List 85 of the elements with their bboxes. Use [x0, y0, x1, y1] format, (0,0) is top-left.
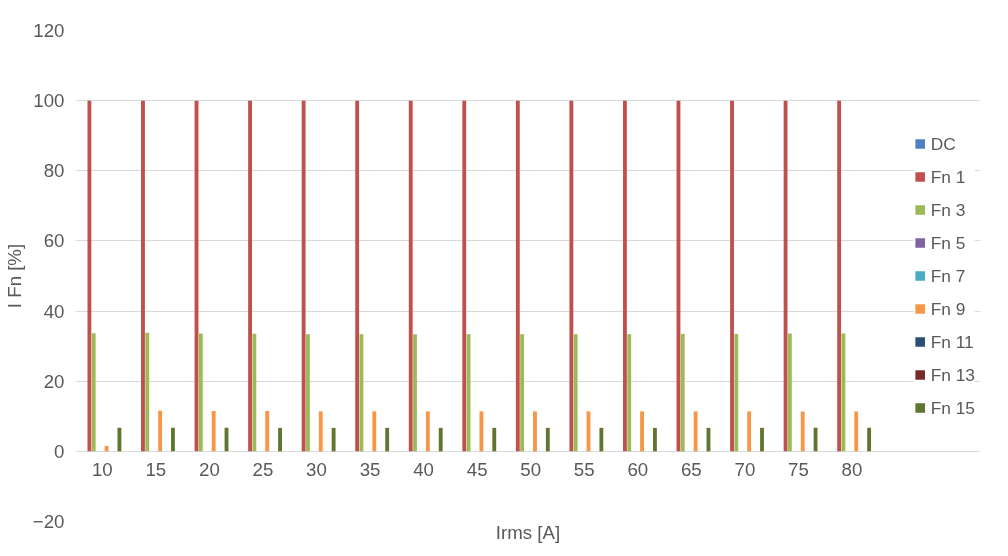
- x-tick-label: 50: [520, 459, 542, 481]
- y-tick-label: 40: [43, 300, 65, 322]
- legend-label: Fn 15: [930, 397, 975, 418]
- x-tick-label: 60: [627, 459, 649, 481]
- bar: [545, 427, 550, 452]
- bar: [265, 411, 270, 452]
- bar: [372, 411, 377, 452]
- bar: [734, 333, 739, 452]
- bar: [747, 411, 752, 452]
- bar: [800, 411, 805, 452]
- bar: [693, 411, 698, 452]
- bar: [492, 427, 497, 452]
- bar: [318, 411, 323, 452]
- bar: [760, 427, 764, 452]
- bar: [533, 411, 537, 452]
- bar: [438, 427, 443, 452]
- bar: [355, 100, 360, 452]
- legend-label: Fn 5: [930, 232, 966, 253]
- x-tick-label: 25: [252, 459, 274, 481]
- bar: [623, 100, 627, 452]
- bar: [640, 411, 644, 452]
- y-tick-label: −20: [32, 511, 65, 532]
- x-tick-label: 75: [788, 459, 809, 481]
- y-tick-label: 20: [43, 370, 65, 392]
- bar: [783, 100, 788, 452]
- bar: [117, 427, 122, 452]
- bar: [198, 333, 203, 452]
- legend-label: Fn 1: [930, 166, 966, 187]
- bar: [425, 411, 430, 452]
- bar: [301, 100, 306, 452]
- x-tick-label: 20: [199, 459, 220, 481]
- bar: [331, 427, 336, 452]
- bar: [171, 427, 175, 452]
- bar: [408, 100, 413, 452]
- bar: [787, 333, 792, 452]
- legend-label: Fn 13: [930, 364, 975, 385]
- bar: [599, 427, 604, 452]
- bar: [515, 100, 520, 452]
- x-axis-title: Irms [A]: [495, 521, 561, 543]
- y-tick-label: 0: [54, 440, 65, 462]
- bar: [158, 410, 163, 452]
- bar: [837, 100, 842, 452]
- bar: [462, 100, 467, 452]
- legend-label: DC: [930, 133, 956, 154]
- x-tick-label: 30: [306, 459, 327, 481]
- bar: [652, 427, 657, 452]
- bar: [305, 334, 310, 452]
- x-tick-label: 65: [680, 459, 702, 481]
- x-tick-label: 40: [413, 459, 434, 481]
- x-tick-label: 70: [734, 459, 756, 481]
- legend-label: Fn 9: [930, 298, 966, 319]
- y-axis-title: I Fn [%]: [3, 243, 25, 309]
- legend-label: Fn 3: [930, 199, 966, 220]
- bar: [520, 334, 525, 452]
- bar: [248, 100, 252, 452]
- bar: [278, 427, 282, 452]
- x-tick-label: 35: [359, 459, 381, 481]
- bar: [87, 100, 92, 452]
- bar: [573, 334, 578, 452]
- bar: [569, 100, 574, 452]
- bar: [385, 427, 390, 452]
- y-tick-label: 100: [33, 90, 65, 112]
- legend-label: Fn 7: [930, 265, 966, 286]
- x-tick-label: 45: [466, 459, 488, 481]
- x-tick-label: 15: [145, 459, 167, 481]
- x-tick-label: 80: [841, 459, 863, 481]
- bar: [867, 427, 872, 452]
- bar: [841, 333, 846, 452]
- y-tick-label: 120: [33, 20, 65, 41]
- y-tick-label: 60: [43, 230, 65, 252]
- legend-label: Fn 11: [930, 331, 974, 352]
- bar: [413, 334, 417, 452]
- bar: [91, 333, 96, 452]
- bar: [680, 333, 685, 452]
- x-tick-label: 10: [91, 459, 113, 481]
- bar: [145, 332, 150, 452]
- bar: [479, 411, 484, 452]
- bar: [252, 333, 257, 452]
- bar: [211, 411, 216, 452]
- bar: [627, 334, 632, 452]
- y-tick-label: 80: [43, 160, 65, 182]
- x-tick-label: 55: [573, 459, 595, 481]
- bar: [141, 100, 145, 452]
- bar: [730, 100, 734, 452]
- bar: [854, 411, 859, 452]
